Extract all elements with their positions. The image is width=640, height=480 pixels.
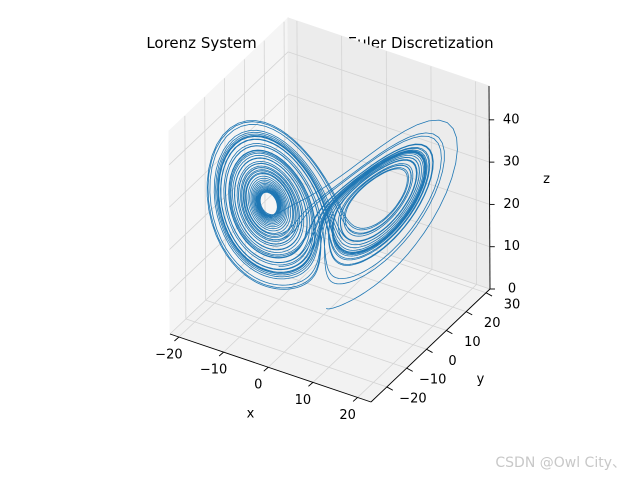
y-tick [426, 348, 433, 353]
grid-line-y-floor [225, 280, 427, 350]
x-axis-label: x [247, 407, 255, 422]
z-tick-label: 20 [503, 197, 520, 212]
grid-line-z-back [288, 51, 490, 121]
x-tick-label: −20 [155, 348, 182, 363]
y-tick-label: −20 [399, 391, 426, 406]
y-tick [446, 330, 453, 335]
grid-line-z-back [288, 178, 490, 248]
y-tick-label: 30 [504, 297, 521, 312]
x-tick [263, 366, 269, 372]
watermark: CSDN @Owl City、 [495, 455, 626, 471]
grid-line-z-side [169, 220, 290, 335]
x-tick-label: 20 [339, 408, 356, 423]
x-tick [174, 336, 180, 342]
y-tick [386, 386, 394, 391]
grid-line-x-floor [312, 269, 433, 383]
y-tick-label: 0 [448, 354, 456, 369]
grid-line-x-floor [178, 223, 299, 338]
x-tick-label: −10 [200, 363, 227, 378]
x-axis-line [169, 333, 372, 403]
grid-line-x-floor [357, 284, 477, 398]
z-tick-label: 30 [503, 155, 520, 170]
y-tick-label: 20 [484, 316, 501, 331]
x-tick [218, 351, 224, 357]
z-axis-label: z [543, 172, 550, 187]
y-tick [485, 292, 493, 297]
grid-line-z-back [288, 93, 490, 163]
grid-line-x-floor [267, 253, 388, 368]
x-tick-label: 0 [254, 378, 262, 393]
z-tick-label: 0 [508, 282, 516, 297]
axes-panes [168, 16, 491, 403]
x-tick [308, 382, 314, 387]
y-axis-line [370, 288, 491, 403]
y-axis-label: y [477, 372, 485, 387]
y-tick-label: 10 [464, 335, 481, 350]
grid-line-y-floor [205, 299, 407, 369]
grid-line-x-floor [223, 238, 343, 353]
y-tick [465, 311, 473, 316]
grid-line-y-floor [185, 318, 387, 388]
x-tick [352, 397, 358, 402]
x-tick-label: 10 [295, 393, 312, 408]
y-tick-label: −10 [419, 373, 446, 388]
y-tick [406, 367, 413, 372]
z-tick-label: 40 [503, 112, 520, 127]
trajectory-group [206, 119, 458, 310]
lorenz-trajectory-line [206, 119, 458, 310]
grid-line-z-side [168, 51, 289, 166]
z-tick-label: 10 [504, 239, 521, 254]
